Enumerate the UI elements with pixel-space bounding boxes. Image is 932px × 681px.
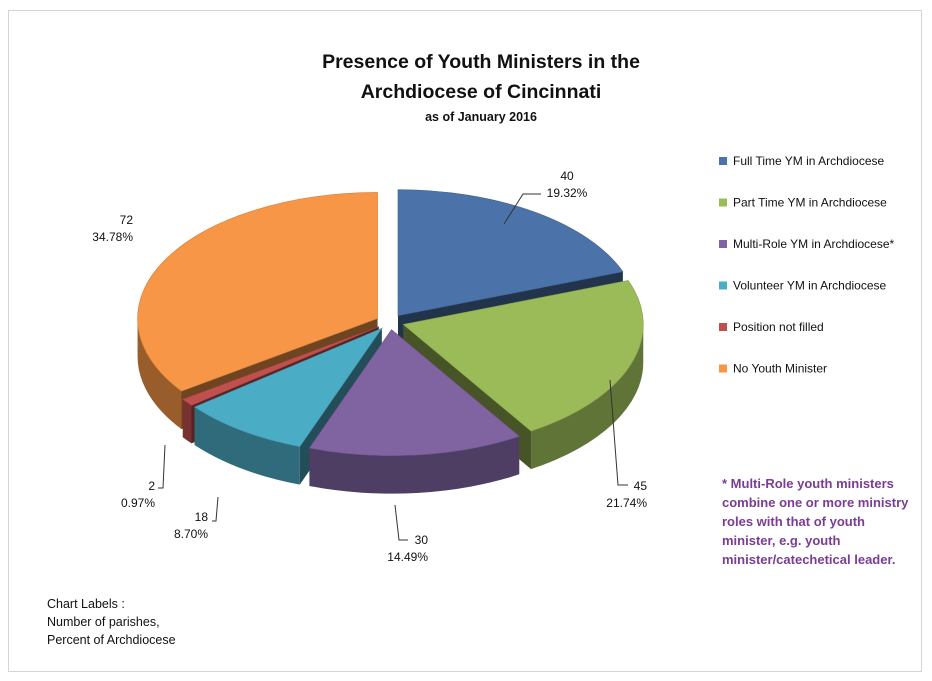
note-line: roles with that of youth <box>722 512 920 531</box>
data-label-count-multi-role-ym-in-archdiocese: 30 <box>415 533 429 547</box>
leader-line-multi-role-ym-in-archdiocese <box>395 505 408 540</box>
note-line: * Multi-Role youth ministers <box>722 474 920 493</box>
legend-label: No Youth Minister <box>733 362 827 376</box>
data-label-count-full-time-ym-in-archdiocese: 40 <box>560 169 574 183</box>
legend-swatch <box>719 157 727 165</box>
data-label-count-position-not-filled: 2 <box>148 479 155 493</box>
legend: Full Time YM in Archdiocese Part Time YM … <box>719 154 895 376</box>
pie-layer <box>138 190 644 494</box>
legend-label: Full Time YM in Archdiocese <box>733 154 884 168</box>
legend-swatch <box>719 365 727 373</box>
data-label-count-volunteer-ym-in-archdiocese: 18 <box>195 510 209 524</box>
chart-title-line-1: Presence of Youth Ministers in the <box>322 51 640 73</box>
data-label-count-part-time-ym-in-archdiocese: 45 <box>634 479 648 493</box>
legend-item-full-time-ym-in-archdiocese: Full Time YM in Archdiocese <box>719 154 884 168</box>
legend-item-position-not-filled: Position not filled <box>719 320 824 334</box>
multi-role-note: * Multi-Role youth ministers combine one… <box>722 474 920 569</box>
data-label-percent-volunteer-ym-in-archdiocese: 8.70% <box>174 527 208 541</box>
note-line: combine one or more ministry <box>722 493 920 512</box>
chart-labels-caption: Chart Labels : Number of parishes, Perce… <box>47 595 176 649</box>
data-label-percent-multi-role-ym-in-archdiocese: 14.49% <box>387 550 428 564</box>
legend-item-part-time-ym-in-archdiocese: Part Time YM in Archdiocese <box>719 196 887 210</box>
leader-line-position-not-filled <box>158 445 165 488</box>
legend-swatch <box>719 240 727 248</box>
legend-label: Part Time YM in Archdiocese <box>733 196 887 210</box>
note-line: minister, e.g. youth <box>722 531 920 550</box>
chart-subtitle: as of January 2016 <box>425 110 537 124</box>
legend-swatch <box>719 323 727 331</box>
legend-label: Position not filled <box>733 320 824 334</box>
legend-item-volunteer-ym-in-archdiocese: Volunteer YM in Archdiocese <box>719 279 887 293</box>
legend-item-no-youth-minister: No Youth Minister <box>719 362 827 376</box>
chart-title-line-2: Archdiocese of Cincinnati <box>361 81 602 103</box>
data-label-percent-part-time-ym-in-archdiocese: 21.74% <box>606 496 647 510</box>
legend-label: Volunteer YM in Archdiocese <box>733 279 887 293</box>
caption-line: Percent of Archdiocese <box>47 631 176 649</box>
pie-slice-wall <box>183 399 192 443</box>
data-label-percent-full-time-ym-in-archdiocese: 19.32% <box>547 186 588 200</box>
legend-swatch <box>719 282 727 290</box>
legend-label: Multi-Role YM in Archdiocese* <box>733 237 895 251</box>
caption-line: Number of parishes, <box>47 613 176 631</box>
caption-line: Chart Labels : <box>47 595 176 613</box>
leader-line-volunteer-ym-in-archdiocese <box>212 497 218 521</box>
data-label-percent-position-not-filled: 0.97% <box>121 496 155 510</box>
legend-item-multi-role-ym-in-archdiocese: Multi-Role YM in Archdiocese* <box>719 237 895 251</box>
data-label-count-no-youth-minister: 72 <box>120 213 134 227</box>
legend-swatch <box>719 199 727 207</box>
note-line: minister/catechetical leader. <box>722 550 920 569</box>
data-label-percent-no-youth-minister: 34.78% <box>92 230 133 244</box>
